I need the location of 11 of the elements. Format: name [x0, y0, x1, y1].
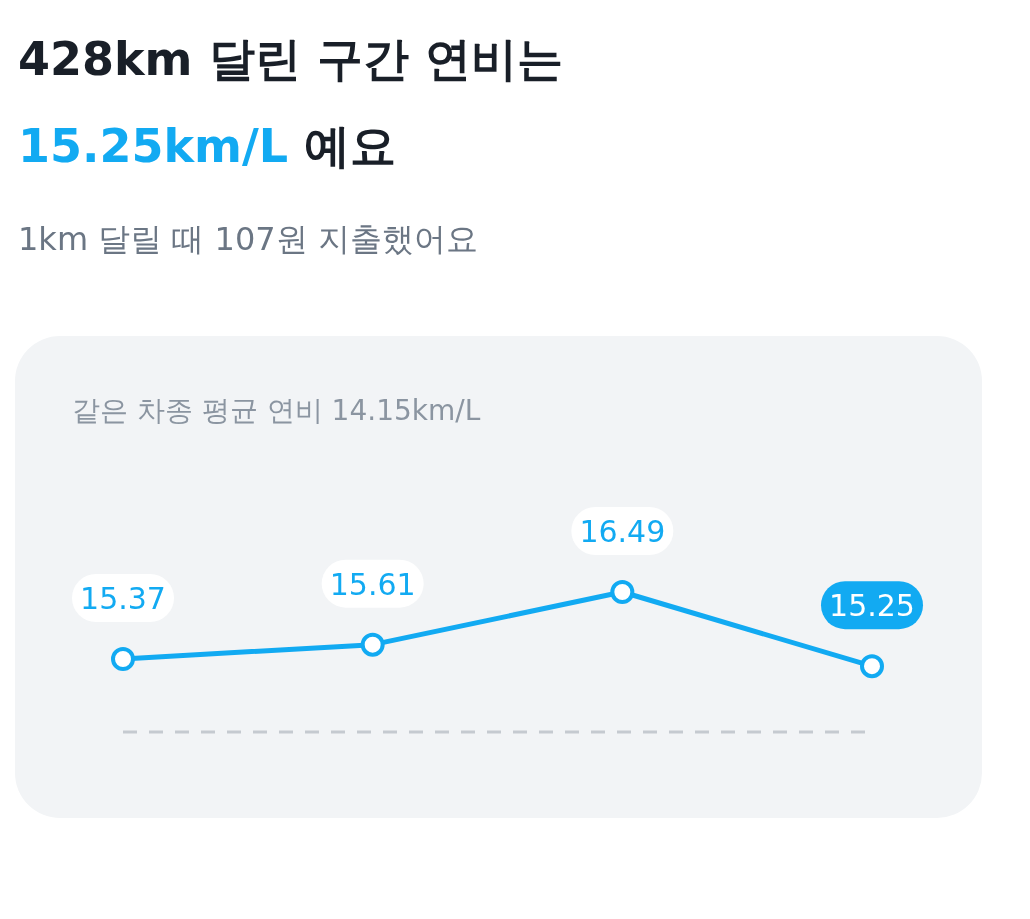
chart-title: 428km 달린 구간 연비는 15.25km/L 예요 [18, 32, 563, 173]
data-label: 15.61 [329, 566, 416, 602]
point [610, 580, 635, 604]
text: 같은 차종 평균 연비 14.15km/L [72, 394, 481, 427]
data-label: 15.37 [80, 581, 166, 617]
point [111, 647, 135, 672]
data-label: 16.49 [579, 514, 666, 549]
point [360, 632, 385, 657]
data-label: 15.25 [829, 588, 915, 624]
chart-subtitle: 1km 달릴 때 107원 지출했어요 [18, 220, 478, 258]
point [860, 654, 884, 679]
